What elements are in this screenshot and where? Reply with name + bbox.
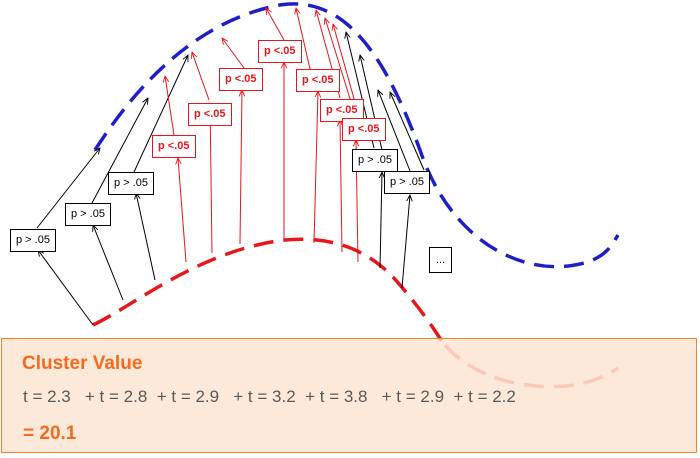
right-nonsig-arrows <box>346 32 425 289</box>
label-sig-1: p <.05 <box>152 135 196 158</box>
label-left-1: p > .05 <box>10 229 56 252</box>
label-left-3: p > .05 <box>108 172 154 195</box>
label-sig-5: p <.05 <box>296 69 340 92</box>
label-right-2: p > .05 <box>384 171 430 194</box>
label-sig-6: p <.05 <box>320 99 364 122</box>
lower-dashed-curve <box>92 237 447 347</box>
label-sig-3: p <.05 <box>219 68 263 91</box>
left-nonsig-arrows <box>36 55 188 326</box>
label-left-2: p > .05 <box>65 203 111 226</box>
upper-dashed-curve <box>93 2 620 269</box>
label-ellipsis: ... <box>429 247 453 273</box>
cluster-sum: = 20.1 <box>23 423 77 444</box>
cluster-value-panel: Cluster Value t = 2.3 + t = 2.8 + t = 2.… <box>1 338 697 453</box>
label-sig-2: p <.05 <box>188 103 232 126</box>
significant-arrows <box>165 8 361 263</box>
t-values-row: t = 2.3 + t = 2.8 + t = 2.9 + t = 3.2 + … <box>23 387 516 406</box>
label-right-1: p > .05 <box>352 149 398 172</box>
label-sig-4: p <.05 <box>258 40 302 63</box>
label-sig-7: p <.05 <box>342 118 386 141</box>
cluster-value-title: Cluster Value <box>22 353 143 374</box>
